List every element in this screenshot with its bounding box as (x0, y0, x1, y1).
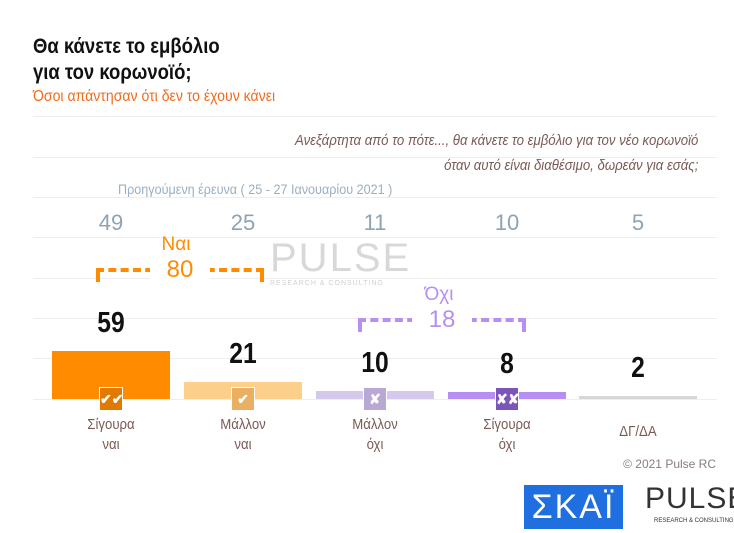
previous-value: 5 (631, 210, 645, 235)
gridline (33, 116, 717, 117)
pulse-logo: PULSE (645, 482, 734, 515)
gridline (33, 358, 717, 359)
previous-value: 25 (230, 210, 256, 235)
group-label-no: Όχι (424, 284, 454, 305)
group-label-yes: Ναι (161, 234, 191, 255)
previous-survey-label: Προηγούμενη έρευνα ( 25 - 27 Ιανουαρίου … (118, 181, 393, 197)
category-label-line: Μάλλον (220, 416, 266, 433)
watermark-tagline: RESEARCH & CONSULTING (270, 280, 384, 287)
double-cross-icon: ✘✘ (495, 387, 519, 411)
bar (579, 396, 697, 399)
category-label-line: ναι (234, 436, 252, 453)
category-label-line: ναι (102, 436, 120, 453)
category-label: ΔΓ/ΔΑ (598, 422, 677, 442)
value-label: 2 (631, 352, 645, 384)
gridline (33, 278, 717, 279)
previous-value: 10 (494, 210, 520, 235)
group-total-yes: 80 (150, 256, 210, 284)
chart-title: Θα κάνετε το εμβόλιο για τον κορωνοϊό; (33, 34, 220, 86)
gridline (33, 157, 717, 158)
category-label-line: ΔΓ/ΔΑ (619, 423, 657, 440)
previous-value: 11 (363, 210, 387, 235)
skai-logo: ΣΚΑΪ (524, 485, 623, 529)
cross-icon: ✘ (363, 387, 387, 411)
title-line: για τον κορωνοϊό; (33, 61, 192, 84)
title-line: Θα κάνετε το εμβόλιο (33, 35, 220, 58)
category-label: Μάλλον ναι (203, 415, 282, 455)
value-label: 10 (361, 346, 389, 379)
category-label-line: όχι (366, 436, 384, 453)
survey-question: Ανεξάρτητα από το πότε..., θα κάνετε το … (295, 128, 698, 178)
category-label-line: Σίγουρα (87, 416, 135, 433)
category-label: Σίγουρα όχι (467, 415, 546, 455)
question-line: όταν αυτό είναι διαθέσιμο, δωρεάν για εσ… (443, 157, 698, 174)
gridline (33, 197, 717, 198)
group-total-no: 18 (412, 306, 472, 334)
watermark-logo: PULSE (270, 236, 412, 280)
value-label: 8 (500, 348, 514, 381)
previous-value: 49 (98, 210, 124, 235)
category-label-line: Μάλλον (352, 416, 398, 433)
value-label: 21 (229, 337, 257, 370)
category-label: Σίγουρα ναι (71, 415, 150, 455)
pulse-logo-tagline: RESEARCH & CONSULTING (654, 518, 734, 524)
gridline (33, 237, 717, 238)
chart-subtitle: Όσοι απάντησαν ότι δεν το έχουν κάνει (33, 88, 276, 105)
copyright: © 2021 Pulse RC (623, 457, 716, 471)
value-label: 59 (97, 306, 125, 339)
category-label-line: Σίγουρα (483, 416, 531, 433)
check-icon: ✔ (231, 387, 255, 411)
double-check-icon: ✔✔ (99, 387, 123, 411)
category-label-line: όχι (498, 436, 516, 453)
question-line: Ανεξάρτητα από το πότε..., θα κάνετε το … (294, 132, 698, 149)
category-label: Μάλλον όχι (335, 415, 414, 455)
